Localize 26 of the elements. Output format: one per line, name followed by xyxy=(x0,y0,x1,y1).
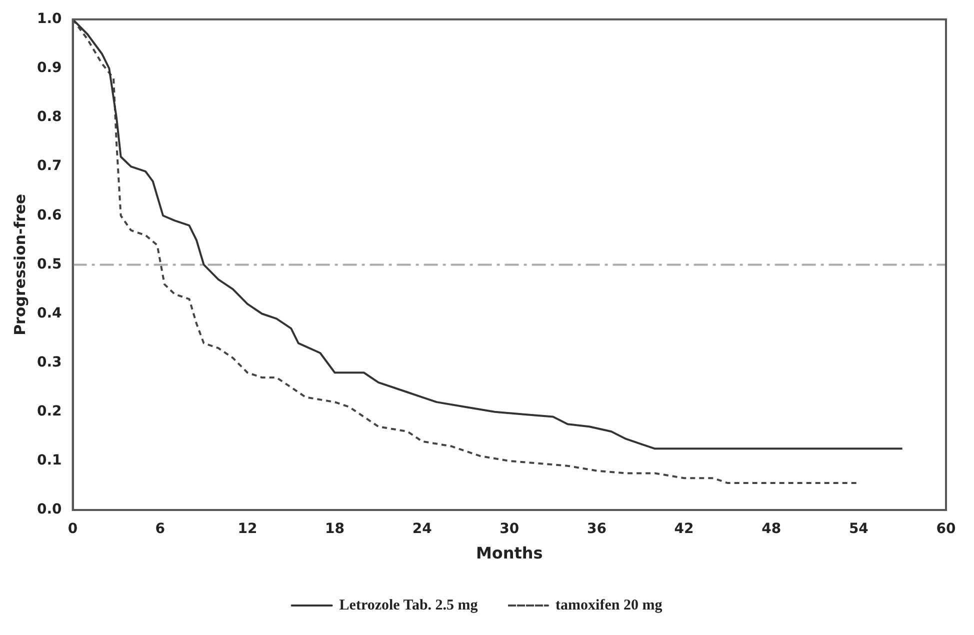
x-tick-label: 0 xyxy=(68,521,78,538)
y-tick-label: 0.9 xyxy=(36,60,62,76)
y-tick-label: 0.4 xyxy=(36,305,62,322)
x-axis-title: Months xyxy=(476,544,543,563)
x-tick-label: 30 xyxy=(500,521,520,538)
x-tick-label: 18 xyxy=(325,521,345,538)
x-tick-label: 48 xyxy=(762,521,782,538)
x-tick-label: 42 xyxy=(674,521,694,538)
y-tick-label: 0.3 xyxy=(36,354,62,370)
x-tick-label: 12 xyxy=(238,521,258,538)
y-tick-label: 0.8 xyxy=(36,109,62,126)
x-tick-label: 36 xyxy=(586,521,606,538)
y-tick-label: 0.7 xyxy=(36,158,62,174)
y-tick-label: 0.0 xyxy=(36,502,62,518)
y-tick-label: 0.1 xyxy=(36,452,62,469)
legend-label: Letrozole Tab. 2.5 mg xyxy=(339,597,478,614)
legend-label: tamoxifen 20 mg xyxy=(556,597,663,614)
y-tick-label: 1.0 xyxy=(36,11,62,28)
x-tick-label: 60 xyxy=(936,521,956,538)
y-axis-title: Progression-free xyxy=(10,194,29,336)
x-tick-label: 6 xyxy=(155,521,165,538)
x-tick-label: 24 xyxy=(412,521,432,538)
y-tick-label: 0.2 xyxy=(36,404,62,420)
y-tick-label: 0.6 xyxy=(36,207,62,224)
y-tick-label: 0.5 xyxy=(36,256,62,272)
x-tick-label: 54 xyxy=(848,521,869,538)
